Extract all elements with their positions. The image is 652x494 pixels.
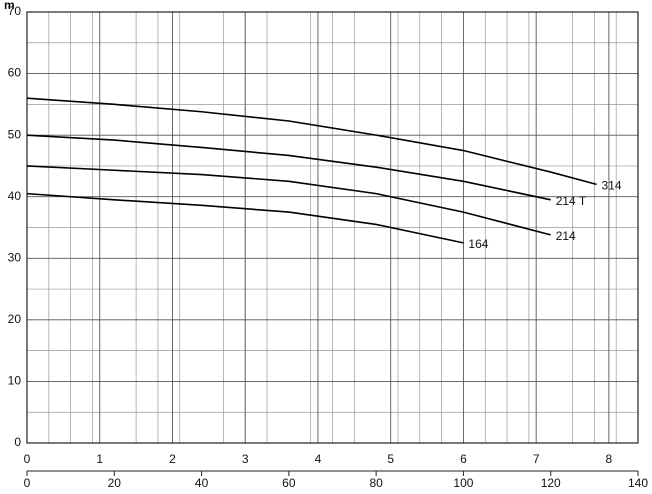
y-tick-label: 30 [8, 250, 22, 264]
x-tick-label: 140 [628, 476, 648, 490]
x-tick-label: 20 [108, 476, 122, 490]
x2-tick-label: 3 [242, 452, 249, 466]
x2-tick-label: 0 [24, 452, 31, 466]
curve [26, 165, 551, 236]
y-tick-label: 50 [8, 127, 22, 141]
x-tick-label: 80 [369, 476, 383, 490]
curve-label: 214 T [556, 194, 587, 208]
x-tick-label: 60 [282, 476, 296, 490]
x-tick-label: 0 [24, 476, 31, 490]
x2-tick-label: 4 [315, 452, 322, 466]
y-tick-label: 40 [8, 189, 22, 203]
x2-tick-label: 8 [606, 452, 613, 466]
x2-tick-label: 2 [169, 452, 176, 466]
plot-frame [26, 11, 639, 444]
y-tick-label: 10 [8, 374, 22, 388]
curve [26, 97, 597, 186]
x-tick-label: 100 [453, 476, 473, 490]
x2-tick-label: 7 [533, 452, 540, 466]
y-axis-label: m [4, 0, 15, 12]
x-tick-label: 120 [541, 476, 561, 490]
curve [26, 192, 464, 244]
curve [26, 134, 551, 201]
curve-label: 214 [556, 229, 576, 243]
x-tick-label: 40 [195, 476, 209, 490]
curve-label: 164 [468, 237, 488, 251]
x2-tick-label: 1 [96, 452, 103, 466]
y-tick-label: 20 [8, 312, 22, 326]
curve-label: 314 [602, 179, 622, 193]
x2-tick-label: 6 [460, 452, 467, 466]
y-tick-label: 0 [14, 435, 21, 449]
x2-tick-label: 5 [387, 452, 394, 466]
y-tick-label: 60 [8, 66, 22, 80]
y-tick-label: 70 [8, 4, 22, 18]
